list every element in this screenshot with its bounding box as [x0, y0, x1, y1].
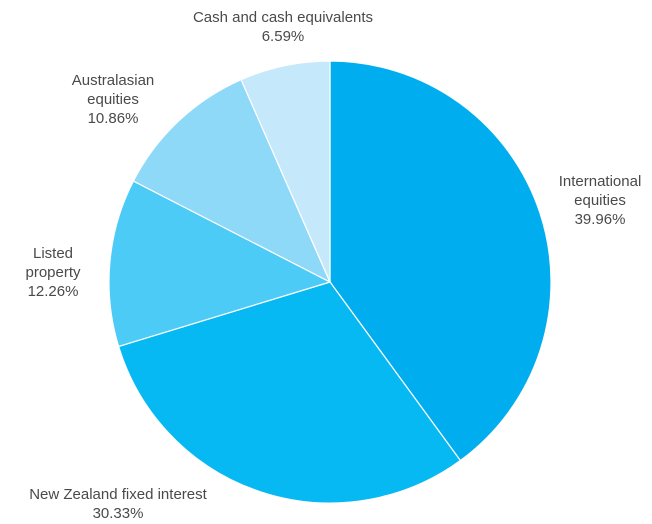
slice-label-2: Listed property 12.26%	[25, 245, 81, 300]
slice-value-label: 30.33%	[93, 505, 144, 522]
pie-slice-4	[240, 60, 331, 283]
slice-category-label: property	[25, 264, 81, 281]
pie-slice-0	[329, 60, 552, 462]
slice-value-label: 39.96%	[575, 211, 626, 228]
slice-label-0: International equities 39.96%	[559, 173, 642, 228]
slice-category-label: Listed	[33, 245, 73, 262]
pie-slice-2	[108, 180, 332, 348]
slice-category-label: equities	[87, 91, 139, 108]
slice-category-label: Cash and cash equivalents	[193, 9, 373, 26]
pie-labels: International equities 39.96% New Zealand f…	[25, 9, 641, 522]
slice-category-label: New Zealand fixed interest	[29, 486, 207, 503]
slice-category-label: equities	[574, 192, 626, 209]
pie-slice-3	[132, 78, 332, 284]
pie-slice-1	[117, 281, 462, 504]
slice-value-label: 6.59%	[262, 28, 305, 45]
slice-category-label: International	[559, 173, 642, 190]
slice-label-3: Australasian equities 10.86%	[72, 72, 155, 127]
slice-label-4: Cash and cash equivalents 6.59%	[193, 9, 373, 45]
slice-value-label: 12.26%	[28, 283, 79, 300]
slice-label-1: New Zealand fixed interest 30.33%	[29, 486, 207, 522]
pie-slices	[108, 60, 552, 504]
slice-category-label: Australasian	[72, 72, 155, 89]
slice-value-label: 10.86%	[88, 110, 139, 127]
